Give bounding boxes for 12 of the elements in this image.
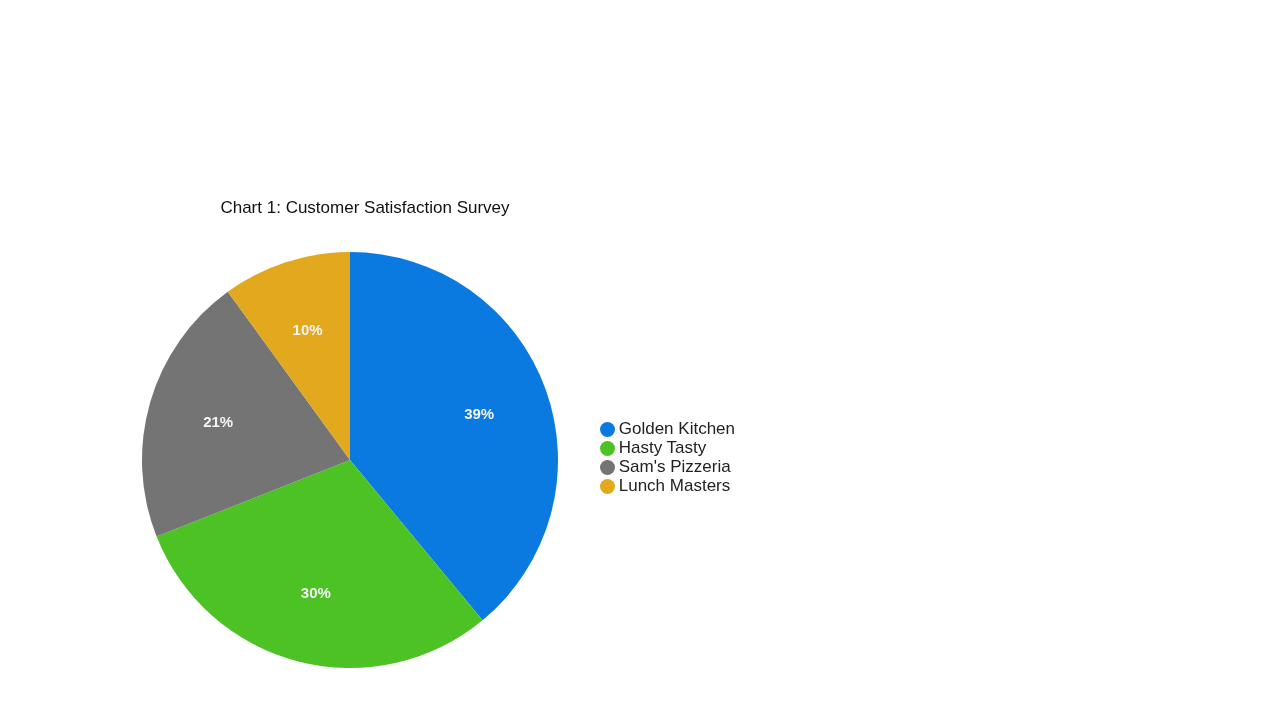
legend-label: Sam's Pizzeria — [618, 457, 731, 476]
pie-slice — [350, 252, 558, 621]
data-label: 30% — [300, 584, 331, 602]
legend-label: Lunch Masters — [618, 476, 731, 495]
legend-label: Golden Kitchen — [618, 419, 735, 438]
pie-slice — [142, 291, 350, 537]
chart-title: Chart 1: Customer Satisfaction Survey — [219, 198, 511, 218]
data-label: 39% — [464, 405, 495, 422]
legend-label: Hasty Tasty — [618, 438, 707, 457]
data-label: 21% — [203, 413, 234, 431]
data-label: 10% — [292, 320, 323, 338]
pie-slice — [156, 460, 483, 668]
